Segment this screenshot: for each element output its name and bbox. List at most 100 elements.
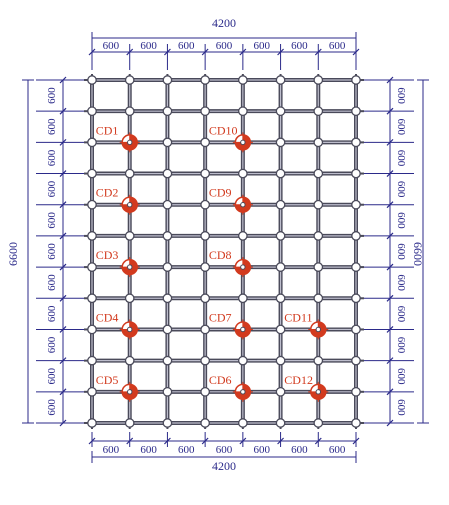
monitoring-point-cd9: CD9 xyxy=(209,186,253,215)
joint-node xyxy=(238,418,248,428)
joint-node xyxy=(162,75,173,85)
right-segment-label: 600 xyxy=(395,150,407,167)
left-segment-label: 600 xyxy=(46,336,58,353)
target-center xyxy=(127,326,133,333)
joint-node xyxy=(162,137,173,148)
joint-node xyxy=(162,106,173,117)
bottom-segment-label: 600 xyxy=(103,444,120,456)
joint-node xyxy=(162,199,173,210)
joint-node xyxy=(238,231,248,241)
top-tick-mark xyxy=(88,48,96,56)
left-tick-mark xyxy=(59,388,67,396)
top-total-dimension: 4200 xyxy=(212,16,236,30)
joint-node xyxy=(200,355,210,366)
bottom-segment-label: 600 xyxy=(253,444,270,456)
left-segment-label: 600 xyxy=(46,274,58,291)
joint-node xyxy=(275,75,286,85)
joint-node xyxy=(351,75,361,85)
joint-node xyxy=(87,324,97,335)
joint-node xyxy=(200,418,210,428)
joint-node xyxy=(351,199,361,210)
monitoring-point-cd7: CD7 xyxy=(209,310,253,340)
joint-node xyxy=(124,293,135,304)
target-center xyxy=(240,139,246,146)
joint-node xyxy=(238,293,248,304)
joint-node xyxy=(87,75,97,85)
joint-node xyxy=(238,168,248,179)
monitoring-point-cd3: CD3 xyxy=(96,248,140,278)
right-segment-label: 600 xyxy=(395,212,407,229)
right-tick-mark xyxy=(386,388,394,396)
left-tick-mark xyxy=(59,263,67,271)
joint-node xyxy=(313,231,324,241)
right-segment-label: 600 xyxy=(395,243,407,260)
right-tick-mark xyxy=(386,170,394,177)
joint-node xyxy=(200,137,210,148)
left-segment-label: 600 xyxy=(46,87,58,104)
joint-node xyxy=(351,137,361,148)
right-tick-mark xyxy=(386,76,394,84)
monitoring-point-cd6: CD6 xyxy=(209,373,253,402)
left-tick-mark xyxy=(59,201,67,209)
joint-node xyxy=(87,106,97,117)
left-segment-label: 600 xyxy=(46,399,58,416)
joint-node xyxy=(87,231,97,241)
monitoring-point-layer: CD1 CD10 CD2 CD9 CD3 CD8 CD4 CD7 CD11 CD5 CD6 CD12 xyxy=(96,123,329,402)
joint-node xyxy=(87,418,97,428)
bottom-segment-label: 600 xyxy=(178,444,195,456)
left-segment-label: 600 xyxy=(46,180,58,197)
right-tick-mark xyxy=(386,294,394,302)
joint-node xyxy=(162,355,173,366)
joint-node xyxy=(162,386,173,397)
left-segment-label: 600 xyxy=(46,118,58,135)
bottom-tick-mark xyxy=(201,437,209,445)
joint-node xyxy=(313,262,324,272)
top-segment-label: 600 xyxy=(291,40,308,52)
joint-node xyxy=(275,386,286,397)
joint-node xyxy=(275,168,286,179)
joint-node xyxy=(200,199,210,210)
bottom-tick-mark xyxy=(126,437,134,445)
monitoring-point-label: CD5 xyxy=(96,373,119,387)
joint-node xyxy=(162,324,173,335)
joint-node xyxy=(275,355,286,366)
right-tick-mark xyxy=(386,201,394,209)
joint-node xyxy=(162,293,173,304)
target-center xyxy=(240,326,246,333)
left-tick-mark xyxy=(59,294,67,302)
joint-node xyxy=(87,386,97,397)
joint-node xyxy=(313,137,324,148)
left-tick-mark xyxy=(59,357,67,365)
monitoring-point-label: CD9 xyxy=(209,186,232,200)
top-segment-label: 600 xyxy=(253,40,270,52)
target-center xyxy=(240,264,246,270)
joint-node xyxy=(200,386,210,397)
joint-node xyxy=(162,168,173,179)
left-segment-label: 600 xyxy=(46,149,58,166)
monitoring-point-label: CD3 xyxy=(96,248,119,262)
top-segment-label: 600 xyxy=(140,40,157,52)
right-segment-label: 600 xyxy=(395,306,407,323)
right-tick-mark xyxy=(386,419,394,427)
joint-node xyxy=(87,168,97,179)
top-tick-mark xyxy=(239,48,247,56)
joint-node xyxy=(275,137,286,148)
joint-node xyxy=(124,168,135,179)
right-tick-mark xyxy=(386,357,394,365)
joint-node xyxy=(313,355,324,366)
monitoring-point-label: CD1 xyxy=(96,123,119,137)
joint-node xyxy=(124,231,135,241)
monitoring-point-label: CD11 xyxy=(284,310,312,324)
joint-node xyxy=(313,293,324,304)
left-total-dimension: 6600 xyxy=(6,242,20,266)
right-tick-mark xyxy=(386,232,394,240)
bottom-segment-label: 600 xyxy=(291,444,308,456)
bottom-segment-label: 600 xyxy=(329,444,346,456)
frame-layer xyxy=(84,74,364,429)
right-segment-label: 600 xyxy=(395,368,407,385)
target-center xyxy=(240,389,246,395)
joint-node xyxy=(351,324,361,335)
bottom-total-dimension: 4200 xyxy=(212,459,236,473)
